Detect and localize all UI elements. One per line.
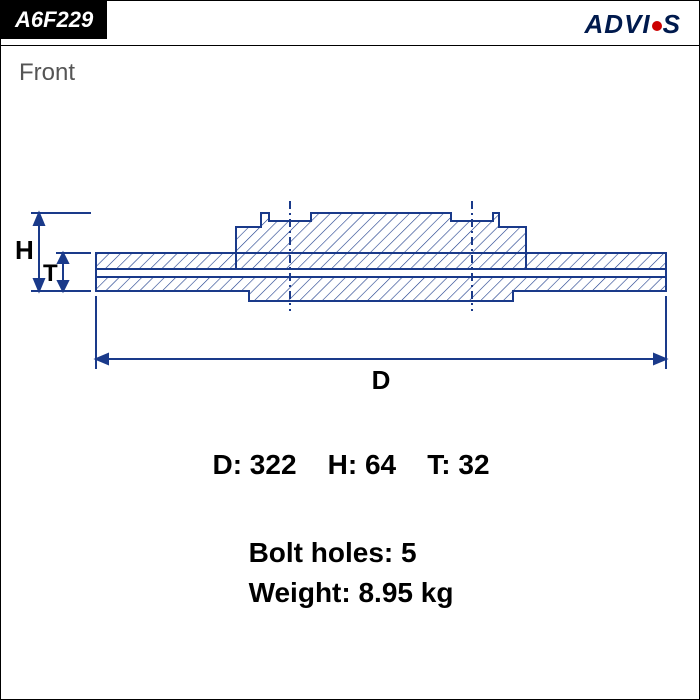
brand-dot-icon <box>652 21 662 31</box>
part-number: A6F229 <box>15 7 93 32</box>
brand-logo: ADVIS <box>585 9 681 40</box>
dim-d-label: D <box>372 365 391 395</box>
dim-t-label: T <box>43 260 58 287</box>
spec-sheet: A6F229 ADVIS Front <box>0 0 700 700</box>
weight-row: Weight: 8.95 kg <box>249 577 454 609</box>
dim-h-label: H <box>15 235 34 265</box>
bolt-holes-row: Bolt holes: 5 <box>249 537 454 569</box>
header-divider <box>1 45 699 46</box>
cross-section-drawing: D H T <box>1 101 700 421</box>
dimension-row: D: 322 H: 64 T: 32 <box>1 449 700 481</box>
position-label: Front <box>19 59 75 87</box>
spec-block: D: 322 H: 64 T: 32 Bolt holes: 5 Weight:… <box>1 441 700 617</box>
part-number-badge: A6F229 <box>1 1 107 39</box>
